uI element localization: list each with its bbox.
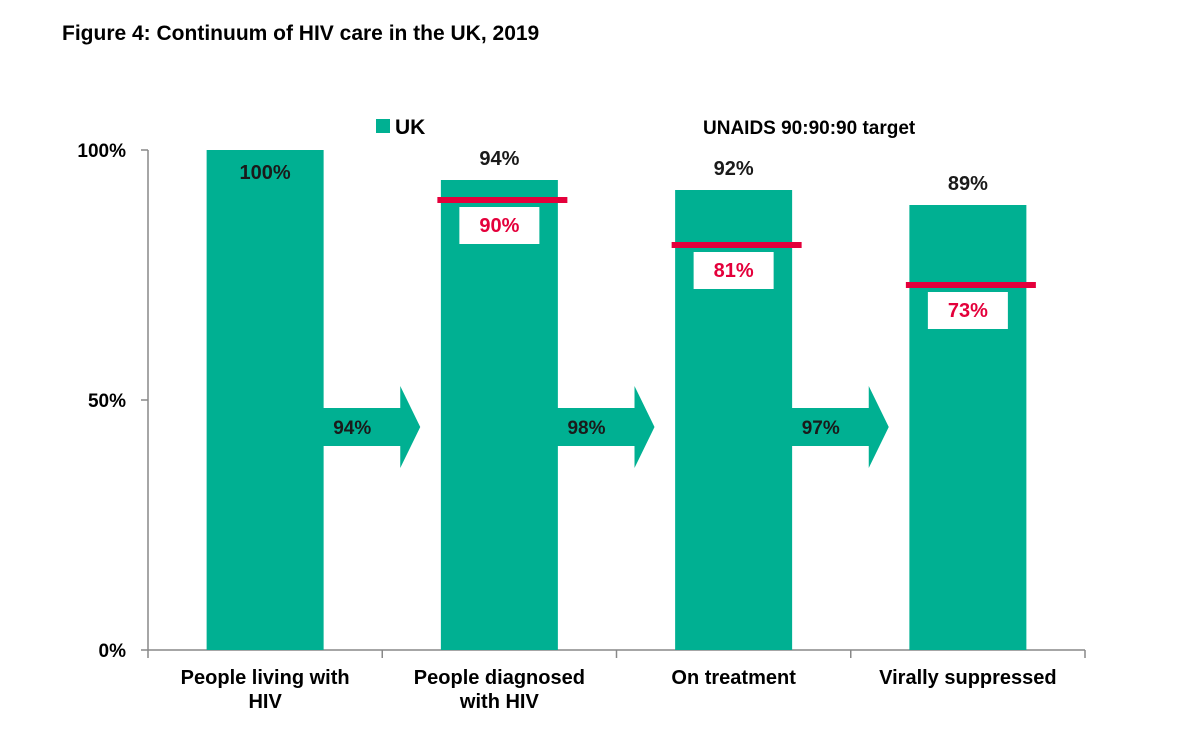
- transition-label: 94%: [333, 418, 371, 439]
- bars: [206, 150, 1027, 650]
- legend-label-target: UNAIDS 90:90:90 target: [703, 118, 916, 139]
- transition-arrow: [775, 386, 889, 468]
- x-tick-label: People diagnosed with HIV: [414, 667, 585, 713]
- x-tick-label: Virally suppressed: [879, 667, 1057, 689]
- bar: [440, 180, 558, 650]
- target-value-label: 81%: [714, 260, 754, 282]
- target-value-label: 73%: [948, 300, 988, 322]
- x-tick-label: On treatment: [671, 667, 796, 689]
- bar-value-label: 92%: [714, 158, 754, 180]
- figure-title: Figure 4: Continuum of HIV care in the U…: [62, 22, 540, 45]
- target-label-box: [927, 292, 1008, 329]
- target-label-box: [693, 252, 774, 289]
- transition-arrows: [307, 386, 889, 468]
- target-label-box: [459, 207, 540, 244]
- y-tick-label: 50%: [88, 391, 126, 412]
- transition-label: 97%: [802, 418, 840, 439]
- legend-swatch-uk: [376, 119, 390, 133]
- labels: 100% 94% 92% 89% 90% 81% 73% 94% 98% 97%: [240, 148, 989, 439]
- y-tick-label: 100%: [77, 141, 126, 162]
- transition-arrow: [541, 386, 655, 468]
- x-tick-label: People living with HIV: [181, 667, 350, 713]
- y-tick-label: 0%: [99, 641, 127, 662]
- bar-value-label: 89%: [948, 173, 988, 195]
- bar: [206, 150, 324, 650]
- bar-value-label: 100%: [240, 162, 291, 184]
- bar: [909, 205, 1027, 650]
- legend-label-uk: UK: [395, 116, 425, 139]
- transition-label: 98%: [567, 418, 605, 439]
- transition-arrow: [307, 386, 421, 468]
- target-value-label: 90%: [479, 215, 519, 237]
- target-markers: [437, 197, 1036, 329]
- legend: UK UNAIDS 90:90:90 target: [376, 116, 916, 139]
- bar-value-label: 94%: [479, 148, 519, 170]
- axes: 0% 50% 100% People living with HIV People dia…: [77, 141, 1086, 713]
